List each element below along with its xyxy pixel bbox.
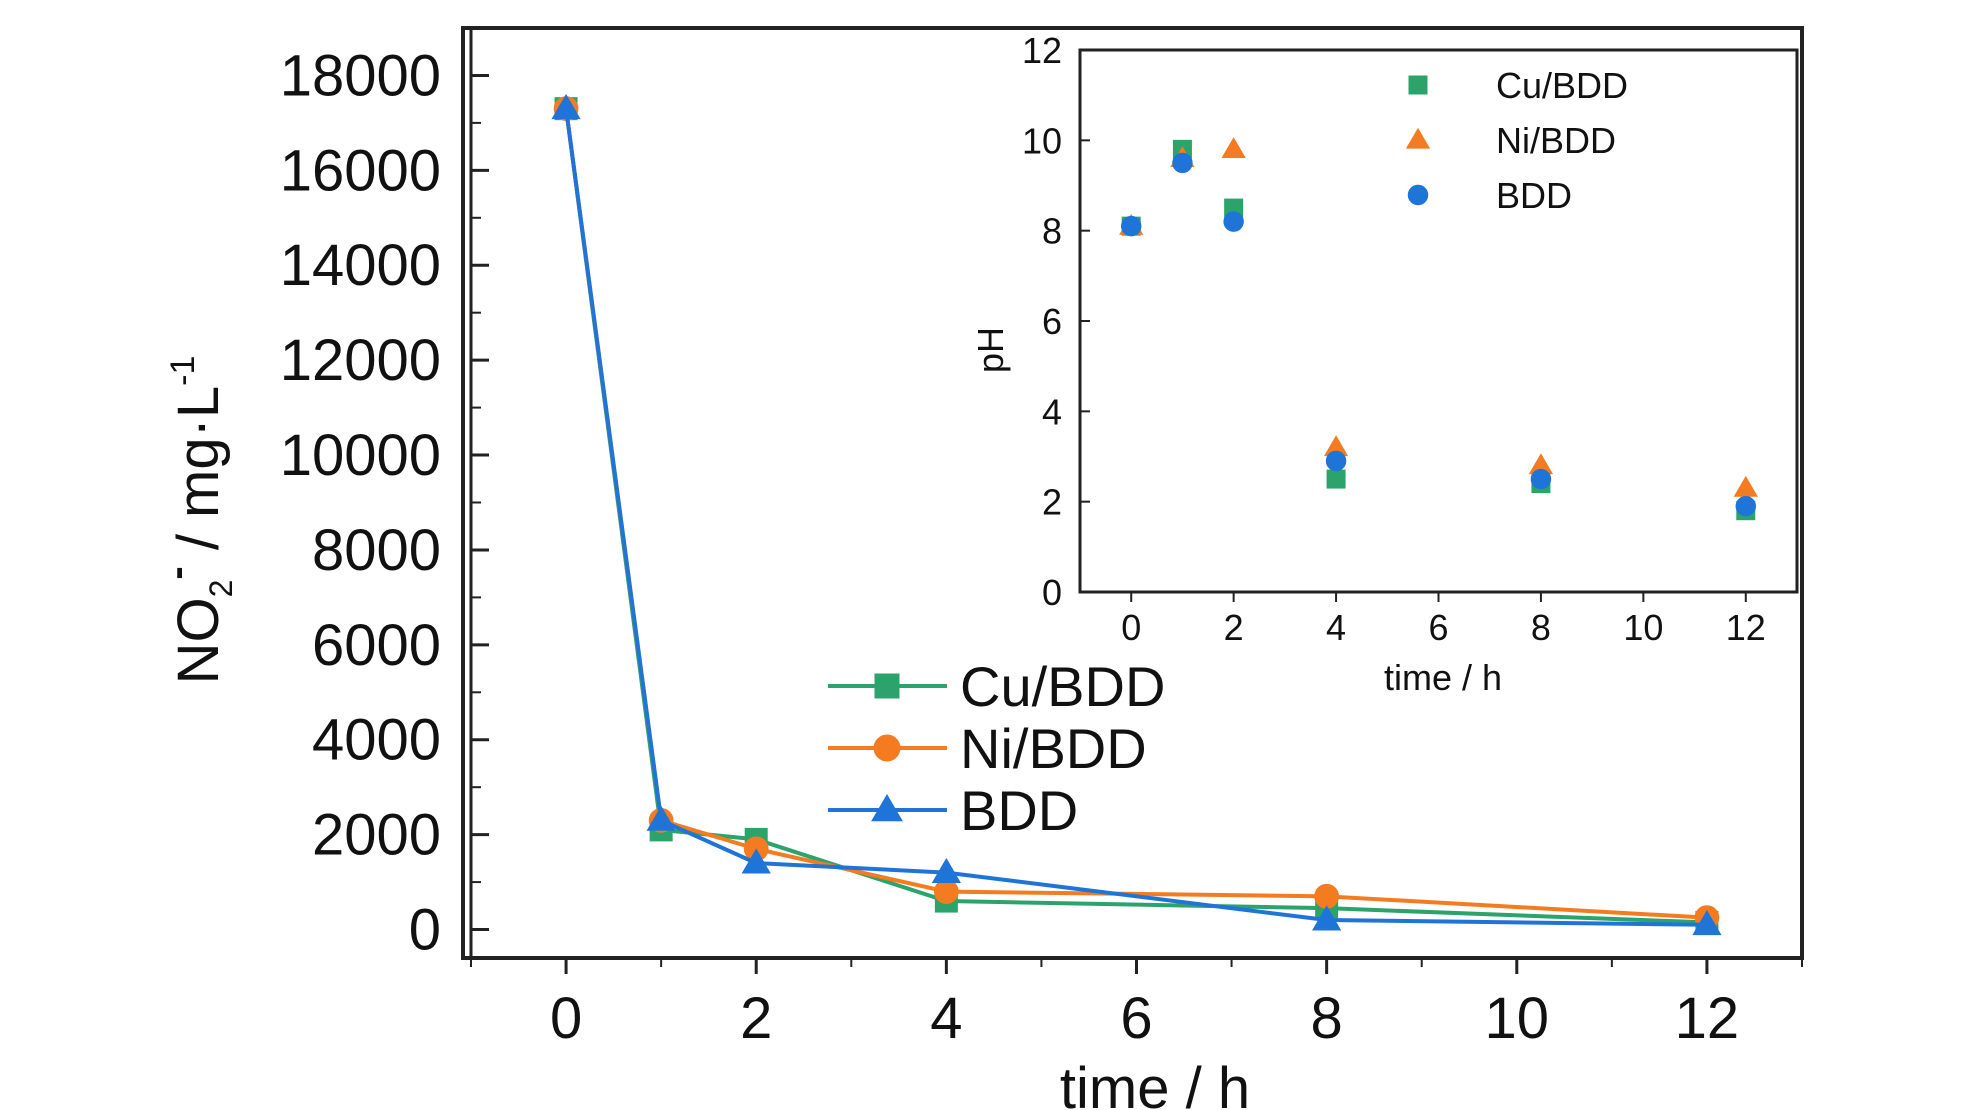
inset-x-axis-label: time / h — [1384, 657, 1502, 698]
inset-data-point — [1172, 152, 1193, 174]
inset-data-point — [1325, 450, 1347, 472]
main-data-point — [1312, 905, 1342, 931]
main-y-axis-label-rest: / mg·L — [166, 386, 231, 567]
inset-x-tick-label: 4 — [1326, 607, 1346, 648]
inset-chart: 0 2 4 6 8 10 12 0 2 4 6 8 10 12 time / h pH Cu/BDD Ni/… — [970, 30, 1799, 698]
inset-legend-marker — [1407, 184, 1429, 206]
main-legend-marker — [874, 673, 900, 699]
inset-legend-marker — [1408, 75, 1428, 95]
main-data-point — [1314, 883, 1340, 909]
inset-y-axis-label: pH — [970, 327, 1011, 373]
inset-legend: Cu/BDD Ni/BDD BDD — [1405, 65, 1628, 216]
main-x-axis-label: time / h — [1060, 1056, 1250, 1110]
inset-data-point — [1326, 469, 1346, 489]
main-x-tick-label: 8 — [1311, 986, 1343, 1051]
main-y-axis-label: NO2- / mg·L-1 — [155, 356, 239, 685]
main-x-tick-label: 2 — [740, 986, 772, 1051]
inset-legend-marker — [1405, 127, 1431, 149]
main-x-tick-label: 12 — [1675, 986, 1740, 1051]
inset-data-point — [1120, 215, 1142, 237]
main-series-bdd — [551, 93, 1722, 936]
main-data-point — [933, 879, 959, 904]
inset-data-point — [1223, 211, 1244, 232]
inset-data-point — [1221, 137, 1246, 158]
inset-y-tick-label: 2 — [1042, 482, 1062, 523]
main-data-point — [551, 93, 581, 120]
main-x-tick-label: 0 — [550, 986, 582, 1051]
main-data-point — [741, 848, 771, 874]
main-y-axis-label-sub: 2 — [203, 580, 239, 598]
inset-x-tick-label: 2 — [1224, 607, 1244, 648]
main-y-tick-label: 14000 — [280, 233, 441, 298]
inset-series-bdd — [1120, 152, 1757, 517]
main-legend-label: BDD — [960, 779, 1078, 842]
inset-y-tick-label: 12 — [1022, 30, 1062, 71]
inset-x-tick-label: 10 — [1623, 607, 1663, 648]
main-y-tick-label: 6000 — [312, 613, 441, 678]
main-y-axis-label-sup: - — [155, 566, 199, 579]
main-series-line — [564, 108, 1707, 927]
inset-y-tick-label: 6 — [1042, 301, 1062, 342]
inset-x-tick-label: 0 — [1121, 607, 1141, 648]
inset-x-tick-label: 12 — [1726, 607, 1766, 648]
inset-background — [1080, 50, 1797, 598]
main-y-tick-label: 18000 — [280, 43, 441, 108]
inset-y-tick-label: 8 — [1042, 211, 1062, 252]
main-legend-marker — [873, 734, 901, 762]
inset-data-point — [1530, 468, 1552, 490]
inset-legend-label: Cu/BDD — [1496, 65, 1628, 106]
main-x-tick-label: 10 — [1485, 986, 1550, 1051]
inset-y-tick-label: 10 — [1022, 120, 1062, 161]
inset-x-tick-label: 6 — [1428, 607, 1448, 648]
main-y-tick-label: 2000 — [312, 803, 441, 868]
main-data-point — [931, 857, 961, 883]
main-chart: 0200040006000800010000120001400016000180… — [155, 26, 1804, 1110]
main-y-axis-label-rest-sup: -1 — [164, 356, 202, 386]
inset-y-tick-label: 4 — [1042, 391, 1062, 432]
inset-y-tick-label: 0 — [1042, 572, 1062, 613]
inset-x-tick-label: 8 — [1531, 607, 1551, 648]
main-y-axis-label-main: NO — [166, 597, 231, 684]
main-y-tick-label: 8000 — [312, 518, 441, 583]
main-y-tick-label: 16000 — [280, 138, 441, 203]
main-data-point — [1692, 910, 1722, 936]
main-legend-marker — [871, 794, 903, 822]
main-y-tick-label: 10000 — [280, 423, 441, 488]
inset-legend-label: BDD — [1496, 175, 1572, 216]
main-x-tick-label: 4 — [930, 986, 962, 1051]
main-legend-label: Ni/BDD — [960, 717, 1147, 780]
main-x-tick-label: 6 — [1120, 986, 1152, 1051]
main-y-tick-label: 12000 — [280, 328, 441, 393]
main-data-point — [646, 805, 676, 831]
inset-data-point — [1735, 495, 1757, 517]
main-y-tick-label: 0 — [409, 898, 441, 963]
main-legend-label: Cu/BDD — [960, 655, 1165, 718]
inset-legend-label: Ni/BDD — [1496, 120, 1616, 161]
main-y-tick-label: 4000 — [312, 708, 441, 773]
